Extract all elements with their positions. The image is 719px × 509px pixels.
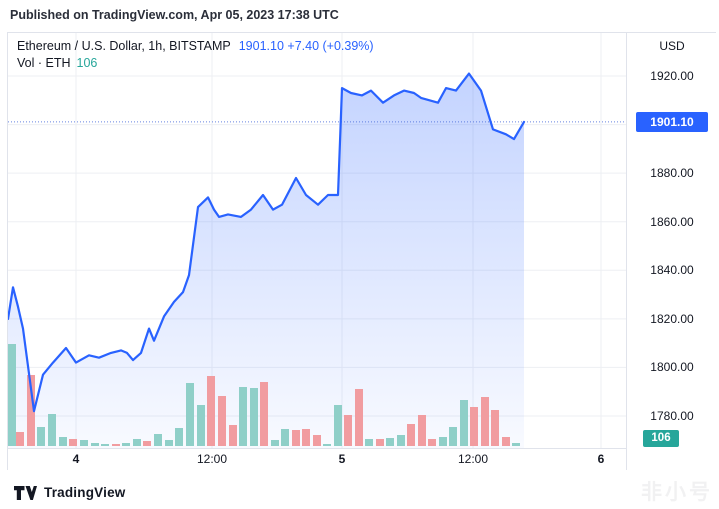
volume-bar (112, 444, 120, 446)
volume-bar (27, 375, 35, 446)
volume-bar (502, 437, 510, 446)
volume-bar (16, 432, 24, 446)
volume-bar (143, 441, 151, 446)
price-tick-label: 1780.00 (650, 409, 694, 423)
price-tick-label: 1880.00 (650, 166, 694, 181)
area-fill (8, 73, 524, 448)
volume-bar (334, 405, 342, 446)
volume-bar (69, 439, 77, 446)
last-price-badge: 1901.10 (636, 111, 708, 132)
volume-bar (133, 439, 141, 446)
volume-bar (386, 438, 394, 446)
volume-label[interactable]: Vol · ETH (17, 56, 71, 70)
time-tick-label: 4 (72, 452, 80, 466)
volume-bar (80, 440, 88, 446)
volume-bar (186, 383, 194, 446)
volume-bar (365, 439, 373, 446)
time-tick-label: 12:00 (457, 452, 489, 466)
volume-bar (101, 444, 109, 446)
volume-bar (59, 437, 67, 446)
volume-bar (197, 405, 205, 446)
volume-bar (344, 415, 352, 446)
volume-bar (218, 396, 226, 446)
watermark: 非小号 (641, 481, 713, 504)
footer: TradingView 非小号 (0, 470, 719, 509)
volume-bar (439, 437, 447, 446)
legend-symbol-row: Ethereum / U.S. Dollar, 1h, BITSTAMP 1901… (17, 38, 374, 55)
time-tick-label: 12:00 (196, 452, 228, 466)
volume-bar (8, 344, 16, 446)
price-summary: 1901.10 +7.40 (+0.39%) (238, 39, 374, 53)
volume-bar (449, 427, 457, 446)
volume-bar (428, 439, 436, 446)
volume-bar (302, 429, 310, 446)
volume-bar (91, 443, 99, 446)
legend-volume-row: Vol · ETH 106 (17, 55, 374, 72)
volume-bar (281, 429, 289, 446)
volume-bar (154, 434, 162, 446)
volume-bar (207, 376, 215, 446)
volume-bar (323, 444, 331, 446)
symbol-title[interactable]: Ethereum / U.S. Dollar, 1h, BITSTAMP (17, 39, 231, 53)
price-tick-label: 1920.00 (650, 69, 694, 83)
volume-bar (250, 388, 258, 446)
volume-bar (229, 425, 237, 446)
time-tick-label: 6 (597, 452, 605, 466)
volume-bar (239, 387, 247, 446)
volume-bar (407, 424, 415, 446)
volume-bar (165, 440, 173, 446)
price-tick-label: 1840.00 (650, 263, 694, 278)
volume-bar (470, 407, 478, 446)
volume-bar (397, 435, 405, 446)
price-pane-svg[interactable] (8, 33, 626, 448)
volume-bar (313, 435, 321, 446)
tradingview-logo-link[interactable]: TradingView (14, 485, 125, 500)
volume-bar (175, 428, 183, 446)
volume-bar (37, 427, 45, 446)
tradingview-logo-icon (14, 485, 37, 500)
price-tick-label: 1860.00 (650, 214, 694, 229)
volume-bar (491, 410, 499, 446)
volume-bar (271, 440, 279, 446)
volume-bar (260, 382, 268, 446)
published-caption: Published on TradingView.com, Apr 05, 20… (10, 8, 339, 22)
brand-name: TradingView (44, 485, 126, 500)
volume-bar (292, 430, 300, 446)
chart-widget: Ethereum / U.S. Dollar, 1h, BITSTAMP 1901… (7, 32, 717, 471)
volume-bar (355, 389, 363, 446)
volume-bar (512, 443, 520, 446)
price-line (8, 72, 526, 413)
price-pane[interactable]: Ethereum / U.S. Dollar, 1h, BITSTAMP 1901… (8, 33, 626, 448)
time-axis[interactable]: 4 12:00 5 12:00 6 (8, 448, 626, 471)
volume-badge: 106 (643, 430, 679, 447)
currency-label: USD (659, 39, 685, 53)
volume-bar (48, 414, 56, 446)
volume-value: 106 (76, 56, 98, 70)
volume-bar (481, 397, 489, 446)
price-tick-label: 1820.00 (650, 311, 694, 326)
volume-bar (460, 400, 468, 446)
chart-legend: Ethereum / U.S. Dollar, 1h, BITSTAMP 1901… (17, 38, 374, 72)
volume-bar (122, 443, 130, 446)
time-tick-label: 5 (338, 452, 346, 466)
price-axis[interactable]: USD 1901.10 106 1920.00 1880.00 1860.00 184… (626, 33, 717, 470)
price-tick-label: 1800.00 (650, 360, 694, 375)
volume-bar (376, 439, 384, 446)
volume-bar (418, 415, 426, 446)
